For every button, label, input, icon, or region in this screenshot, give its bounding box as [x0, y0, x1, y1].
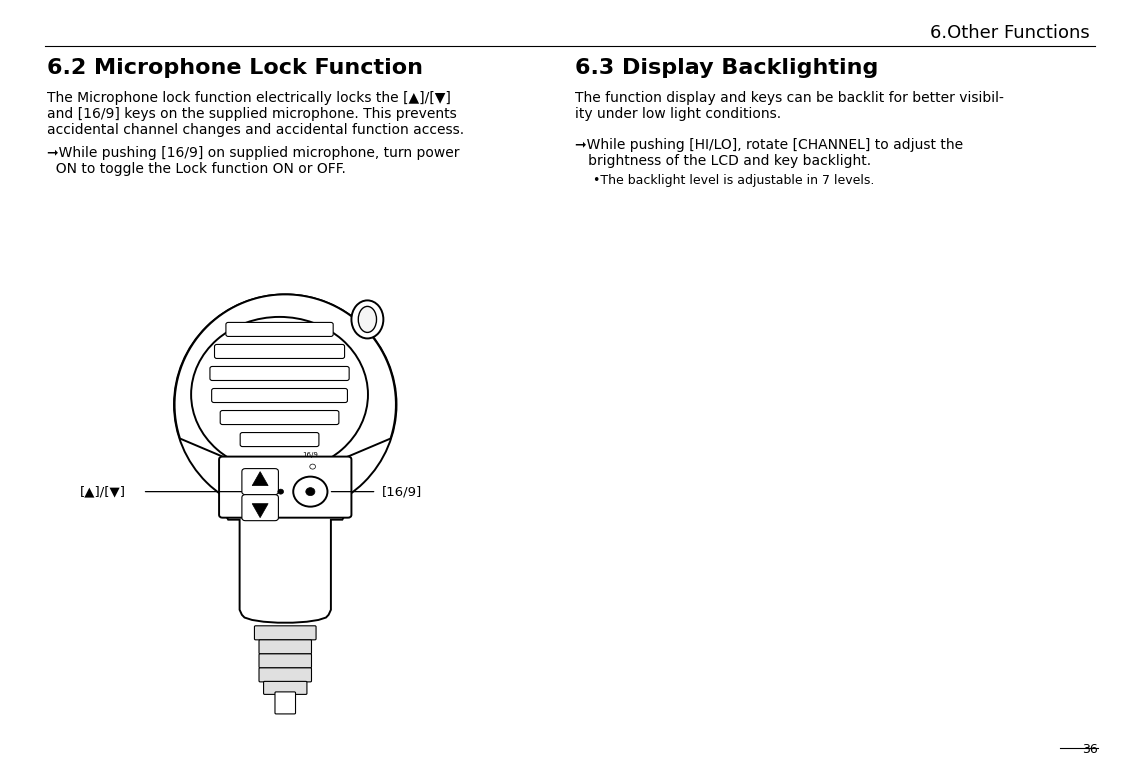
Text: ➞While pushing [16/9] on supplied microphone, turn power: ➞While pushing [16/9] on supplied microp… [47, 146, 460, 160]
FancyBboxPatch shape [211, 389, 347, 403]
FancyBboxPatch shape [254, 625, 316, 640]
Ellipse shape [306, 487, 315, 496]
Ellipse shape [351, 300, 383, 338]
Text: [▲]/[▼]: [▲]/[▼] [80, 485, 126, 498]
Text: 6.3 Display Backlighting: 6.3 Display Backlighting [575, 58, 879, 78]
Ellipse shape [309, 464, 315, 469]
Ellipse shape [277, 489, 283, 494]
Polygon shape [252, 504, 268, 518]
FancyBboxPatch shape [259, 640, 311, 654]
Text: ➞While pushing [HI/LO], rotate [CHANNEL] to adjust the: ➞While pushing [HI/LO], rotate [CHANNEL]… [575, 138, 963, 152]
Text: 6.2 Microphone Lock Function: 6.2 Microphone Lock Function [47, 58, 423, 78]
Text: [16/9]: [16/9] [382, 485, 422, 498]
FancyBboxPatch shape [240, 432, 318, 446]
Text: accidental channel changes and accidental function access.: accidental channel changes and accidenta… [47, 123, 464, 137]
FancyBboxPatch shape [275, 692, 296, 714]
Ellipse shape [191, 317, 367, 472]
FancyBboxPatch shape [226, 322, 333, 337]
FancyBboxPatch shape [220, 411, 339, 424]
FancyBboxPatch shape [215, 345, 345, 359]
Text: 6.Other Functions: 6.Other Functions [930, 24, 1090, 42]
Polygon shape [252, 472, 268, 486]
FancyBboxPatch shape [242, 469, 278, 494]
Ellipse shape [173, 294, 397, 514]
Ellipse shape [358, 307, 377, 332]
Polygon shape [175, 294, 396, 622]
Text: 16/9: 16/9 [302, 452, 318, 458]
FancyBboxPatch shape [264, 681, 307, 695]
FancyBboxPatch shape [242, 494, 278, 521]
FancyBboxPatch shape [259, 654, 311, 668]
Text: 36: 36 [1083, 743, 1098, 756]
FancyBboxPatch shape [219, 456, 351, 518]
Text: The Microphone lock function electrically locks the [▲]/[▼]: The Microphone lock function electricall… [47, 91, 451, 105]
Ellipse shape [293, 476, 327, 507]
Text: brightness of the LCD and key backlight.: brightness of the LCD and key backlight. [575, 154, 871, 168]
FancyBboxPatch shape [259, 668, 311, 682]
Text: The function display and keys can be backlit for better visibil-: The function display and keys can be bac… [575, 91, 1004, 105]
Text: ON to toggle the Lock function ON or OFF.: ON to toggle the Lock function ON or OFF… [47, 162, 346, 176]
FancyBboxPatch shape [210, 366, 349, 380]
Text: •The backlight level is adjustable in 7 levels.: •The backlight level is adjustable in 7 … [593, 174, 874, 187]
Text: and [16/9] keys on the supplied microphone. This prevents: and [16/9] keys on the supplied micropho… [47, 107, 456, 121]
Text: ity under low light conditions.: ity under low light conditions. [575, 107, 782, 121]
